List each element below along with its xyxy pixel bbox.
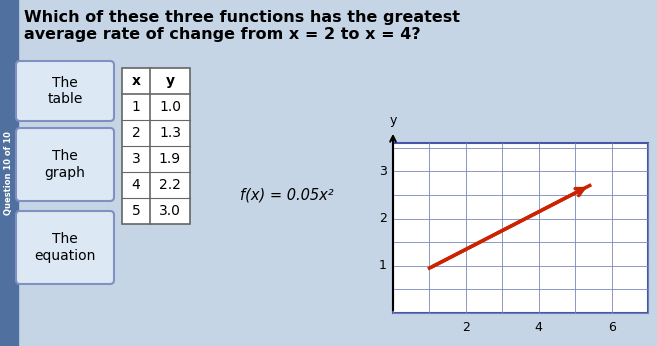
Text: 3: 3 <box>379 165 387 178</box>
Text: average rate of change from x = 2 to x = 4?: average rate of change from x = 2 to x =… <box>24 27 420 42</box>
Text: 1: 1 <box>379 259 387 272</box>
Text: f(x) = 0.05x²: f(x) = 0.05x² <box>240 188 334 202</box>
Text: 1.3: 1.3 <box>159 126 181 140</box>
Text: Which of these three functions has the greatest: Which of these three functions has the g… <box>24 10 460 25</box>
Text: Question 10 of 10: Question 10 of 10 <box>5 131 14 215</box>
Text: 2.2: 2.2 <box>159 178 181 192</box>
Text: y: y <box>390 114 397 127</box>
Bar <box>122 68 190 224</box>
Text: 1.0: 1.0 <box>159 100 181 114</box>
Text: y: y <box>166 74 175 88</box>
Text: 6: 6 <box>608 321 616 334</box>
Text: The
table: The table <box>47 76 83 106</box>
Text: 4: 4 <box>131 178 141 192</box>
Text: The
equation: The equation <box>34 233 96 263</box>
Text: 1.9: 1.9 <box>159 152 181 166</box>
Text: 1: 1 <box>131 100 141 114</box>
Text: 3.0: 3.0 <box>159 204 181 218</box>
FancyBboxPatch shape <box>16 128 114 201</box>
Text: 2: 2 <box>131 126 141 140</box>
FancyBboxPatch shape <box>16 61 114 121</box>
Text: 4: 4 <box>535 321 543 334</box>
Text: 3: 3 <box>131 152 141 166</box>
Bar <box>393 143 648 313</box>
FancyBboxPatch shape <box>16 211 114 284</box>
Text: 2: 2 <box>379 212 387 225</box>
Text: x: x <box>131 74 141 88</box>
Text: 5: 5 <box>131 204 141 218</box>
Text: 2: 2 <box>462 321 470 334</box>
Bar <box>0 0 18 346</box>
Text: The
graph: The graph <box>45 149 85 180</box>
